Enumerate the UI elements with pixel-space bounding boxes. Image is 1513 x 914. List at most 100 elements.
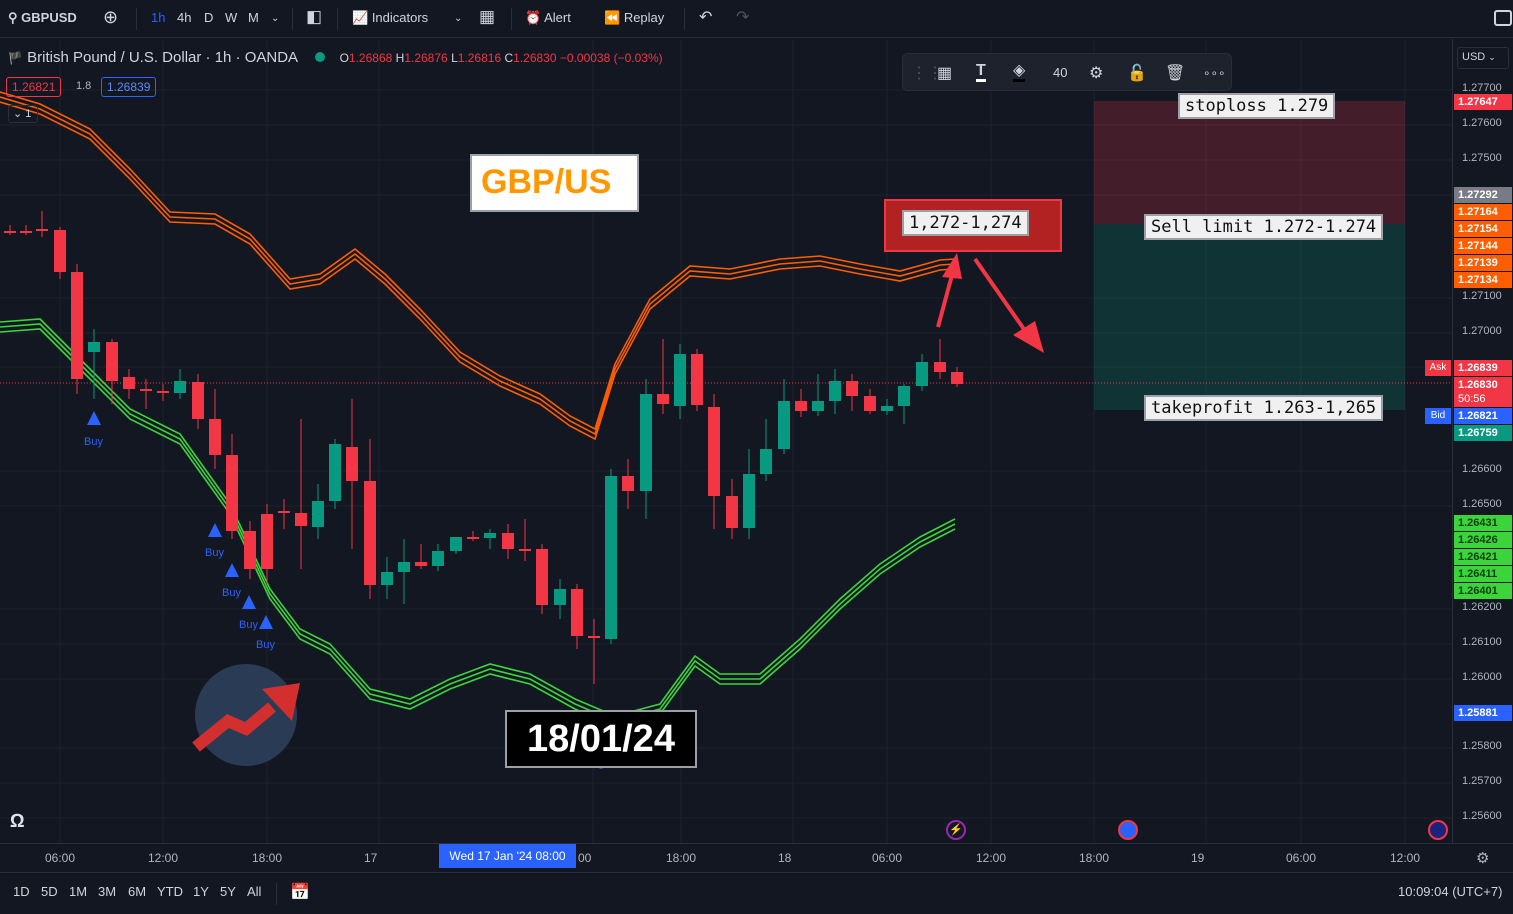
font-size-value[interactable]: 40: [1053, 65, 1068, 80]
takeprofit-label[interactable]: takeprofit 1.263-1,265: [1144, 395, 1384, 421]
range-all[interactable]: All: [247, 884, 262, 899]
flag-icon: 🏴: [8, 51, 23, 65]
timeframe-d[interactable]: D: [204, 10, 214, 25]
indicator-toggle[interactable]: ⌄ 1: [8, 105, 38, 123]
redo-icon[interactable]: ↷: [736, 9, 750, 26]
candle: [54, 227, 66, 279]
candle: [554, 579, 566, 619]
timeframe-4h[interactable]: 4h: [177, 10, 192, 25]
range-1m[interactable]: 1M: [69, 884, 88, 899]
candle: [364, 439, 376, 599]
range-ytd[interactable]: YTD: [157, 884, 183, 899]
range-3m[interactable]: 3M: [98, 884, 117, 899]
candle: [20, 225, 32, 235]
candle: [381, 557, 393, 599]
indicators-button[interactable]: 📈 Indicators: [352, 10, 428, 26]
legend-title[interactable]: British Pound / U.S. Dollar · 1h · OANDA: [27, 49, 298, 66]
lock-icon[interactable]: 🔓: [1127, 65, 1147, 82]
alert-button[interactable]: ⏰ Alert: [525, 10, 571, 26]
goto-date-icon[interactable]: 📅: [290, 884, 310, 901]
candle: [174, 369, 186, 399]
zone-box-frame[interactable]: 1,272-1,274: [884, 199, 1062, 252]
us-flag-icon[interactable]: [1118, 820, 1138, 840]
takeprofit-zone[interactable]: [1094, 224, 1405, 410]
candle: [278, 499, 290, 529]
range-6m[interactable]: 6M: [128, 884, 147, 899]
object-tree-icon[interactable]: ▦: [937, 65, 953, 82]
lower-channel-line[interactable]: [0, 318, 956, 727]
chevron-down-icon[interactable]: ⌄: [271, 13, 280, 24]
price-tick-label: 1.27700: [1462, 82, 1502, 94]
status-dot-icon: [315, 52, 326, 62]
uk-flag-icon[interactable]: [1428, 820, 1448, 840]
candle: [71, 264, 83, 394]
arrow-down-annotation[interactable]: [973, 257, 1044, 353]
lightning-event-icon[interactable]: ⚡: [946, 820, 966, 840]
more-icon[interactable]: ∘∘∘: [1203, 66, 1226, 80]
trash-icon[interactable]: 🗑: [1165, 65, 1186, 82]
time-axis[interactable]: 06:00 12:00 18:00 17 00 18:00 18 06:00 12:00 18:0…: [0, 843, 1513, 871]
time-tick-label: 18:00: [666, 851, 697, 865]
timeframe-m[interactable]: M: [248, 10, 259, 25]
range-1d[interactable]: 1D: [13, 884, 30, 899]
chevron-down-icon[interactable]: ⌄: [454, 13, 463, 24]
green-band-label: 1.26426: [1454, 532, 1512, 548]
close-value: 1.26830: [513, 51, 557, 65]
buy-signal-label: Buy: [256, 639, 275, 651]
candle: [622, 459, 634, 509]
gear-icon[interactable]: ⚙: [1476, 850, 1490, 867]
range-5d[interactable]: 5D: [41, 884, 58, 899]
rewind-icon: ⏪: [604, 10, 621, 25]
candle: [450, 537, 462, 554]
price-tick-label: 1.25600: [1462, 810, 1502, 822]
candle: [244, 521, 256, 579]
time-tick-label: 19: [1191, 851, 1205, 865]
timeframe-1h[interactable]: 1h: [151, 10, 166, 25]
candle: [398, 539, 410, 604]
sell-limit-label[interactable]: Sell limit 1.272-1.274: [1144, 214, 1384, 240]
replay-button[interactable]: ⏪ Replay: [604, 10, 664, 26]
date-text-box[interactable]: 18/01/24: [505, 710, 697, 768]
fill-color-icon[interactable]: ◈: [1013, 63, 1026, 82]
buy-price-button[interactable]: 1.26839: [101, 77, 157, 97]
timeframe-w[interactable]: W: [225, 10, 238, 25]
candles-type-icon[interactable]: ◧: [306, 7, 323, 26]
price-tick-label: 1.26200: [1462, 601, 1502, 613]
clock-label[interactable]: 10:09:04 (UTC+7): [1398, 884, 1503, 899]
arrow-up-annotation[interactable]: [936, 253, 962, 328]
buy-signal-triangle-icon: [242, 595, 256, 609]
pair-text-box[interactable]: GBP/US: [470, 154, 639, 212]
layouts-icon[interactable]: ▦: [479, 7, 496, 26]
undo-icon[interactable]: ↶: [699, 9, 713, 26]
buy-signal-label: Buy: [222, 587, 241, 599]
add-symbol-icon[interactable]: ⊕: [103, 7, 119, 27]
last-price-value: 1.26830: [1458, 379, 1498, 391]
drag-handle-icon[interactable]: ⋮⋮: [911, 65, 943, 82]
gear-icon[interactable]: ⚙: [1089, 65, 1104, 82]
alert-label: Alert: [544, 10, 571, 25]
tradingview-logo[interactable]: Ω: [10, 811, 25, 832]
symbol-search[interactable]: ⚲ GBPUSD: [8, 10, 77, 26]
text-color-icon[interactable]: T: [976, 63, 986, 82]
price-axis[interactable]: USD ⌄ 1.277001.276001.275001.274001.2710…: [1425, 39, 1513, 843]
green-band-label: 1.26421: [1454, 549, 1512, 565]
candle: [329, 439, 341, 509]
chart-legend: 🏴 British Pound / U.S. Dollar · 1h · OAN…: [8, 49, 663, 66]
time-tick-label: 00: [578, 851, 592, 865]
search-icon: ⚲: [8, 10, 18, 25]
range-5y[interactable]: 5Y: [220, 884, 236, 899]
sell-price-button[interactable]: 1.26821: [6, 77, 62, 97]
chart-pane[interactable]: 🏴 British Pound / U.S. Dollar · 1h · OAN…: [0, 39, 1452, 843]
candle: [415, 544, 427, 569]
upper-channel-line[interactable]: [0, 91, 956, 441]
fullscreen-icon[interactable]: [1494, 10, 1512, 26]
stoploss-zone[interactable]: [1094, 101, 1405, 224]
open-value: 1.26868: [348, 51, 393, 65]
candle: [519, 519, 531, 561]
currency-selector[interactable]: USD ⌄: [1457, 47, 1509, 69]
range-1y[interactable]: 1Y: [193, 884, 209, 899]
trend-logo-icon: [192, 664, 300, 766]
chart-canvas[interactable]: [0, 39, 1452, 843]
candle: [640, 379, 652, 519]
stoploss-label[interactable]: stoploss 1.279: [1178, 93, 1336, 119]
